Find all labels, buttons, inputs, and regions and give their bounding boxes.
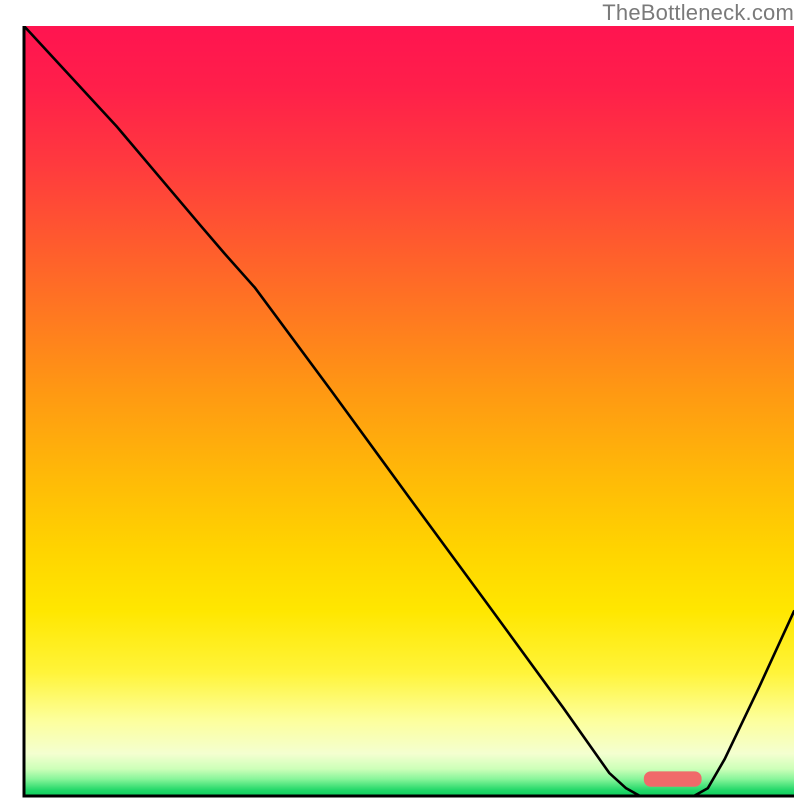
watermark-text: TheBottleneck.com xyxy=(602,0,794,26)
gradient-fill xyxy=(24,26,794,796)
chart-svg xyxy=(0,0,800,800)
chart-canvas: { "watermark": "TheBottleneck.com", "cha… xyxy=(0,0,800,800)
highlight-marker xyxy=(644,771,702,786)
